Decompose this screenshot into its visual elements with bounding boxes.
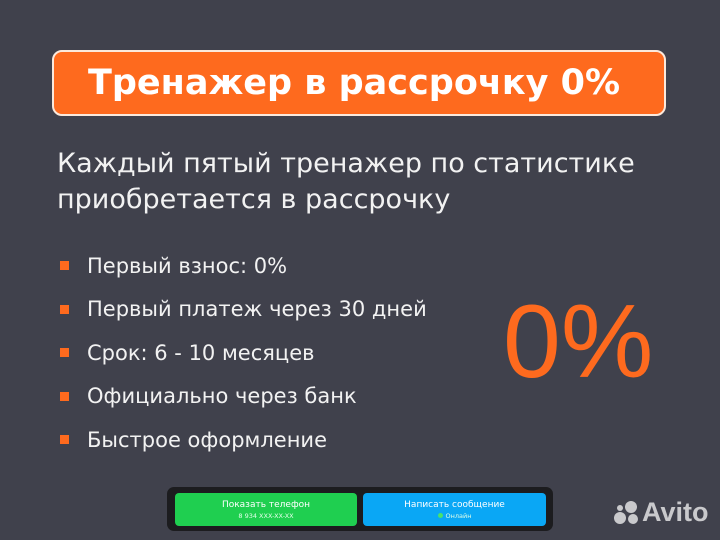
bullet-icon xyxy=(60,391,69,401)
title-banner: Тренажер в рассрочку 0% xyxy=(52,50,666,116)
feature-list: Первый взнос: 0% Первый платеж через 30 … xyxy=(60,244,427,462)
logo-text: Avito xyxy=(642,497,709,527)
list-item: Официально через банк xyxy=(60,375,427,419)
bullet-icon xyxy=(60,435,69,445)
list-item: Первый платеж через 30 дней xyxy=(60,288,427,332)
list-item: Срок: 6 - 10 месяцев xyxy=(60,331,427,375)
feature-text: Быстрое оформление xyxy=(87,427,328,452)
write-message-button[interactable]: Написать сообщение Онлайн xyxy=(363,493,546,526)
online-status: Онлайн xyxy=(437,511,472,520)
avito-dots-icon xyxy=(614,500,638,524)
page-title: Тренажер в рассрочку 0% xyxy=(88,63,621,103)
list-item: Быстрое оформление xyxy=(60,418,427,462)
button-label: Показать телефон xyxy=(221,499,311,510)
bullet-icon xyxy=(60,348,69,358)
feature-text: Срок: 6 - 10 месяцев xyxy=(87,340,315,365)
bullet-icon xyxy=(60,304,69,314)
button-label: Написать сообщение xyxy=(404,499,505,510)
feature-text: Первый платеж через 30 дней xyxy=(87,297,427,322)
big-percent: 0% xyxy=(503,284,654,400)
feature-text: Первый взнос: 0% xyxy=(87,253,288,278)
subtitle: Каждый пятый тренажер по статистике прио… xyxy=(57,146,635,218)
show-phone-button[interactable]: Показать телефон 8 934 XXX-XX-XX xyxy=(175,493,357,526)
subtitle-line: Каждый пятый тренажер по статистике xyxy=(57,148,635,179)
subtitle-line: приобретается в рассрочку xyxy=(57,184,451,215)
online-dot-icon xyxy=(437,513,443,518)
bullet-icon xyxy=(60,261,69,271)
status-text: Онлайн xyxy=(445,511,472,520)
phone-number: 8 934 XXX-XX-XX xyxy=(238,511,294,520)
feature-text: Официально через банк xyxy=(87,384,357,409)
contact-widget: Показать телефон 8 934 XXX-XX-XX Написат… xyxy=(167,487,553,531)
list-item: Первый взнос: 0% xyxy=(60,244,427,288)
avito-logo: Avito xyxy=(612,497,709,528)
